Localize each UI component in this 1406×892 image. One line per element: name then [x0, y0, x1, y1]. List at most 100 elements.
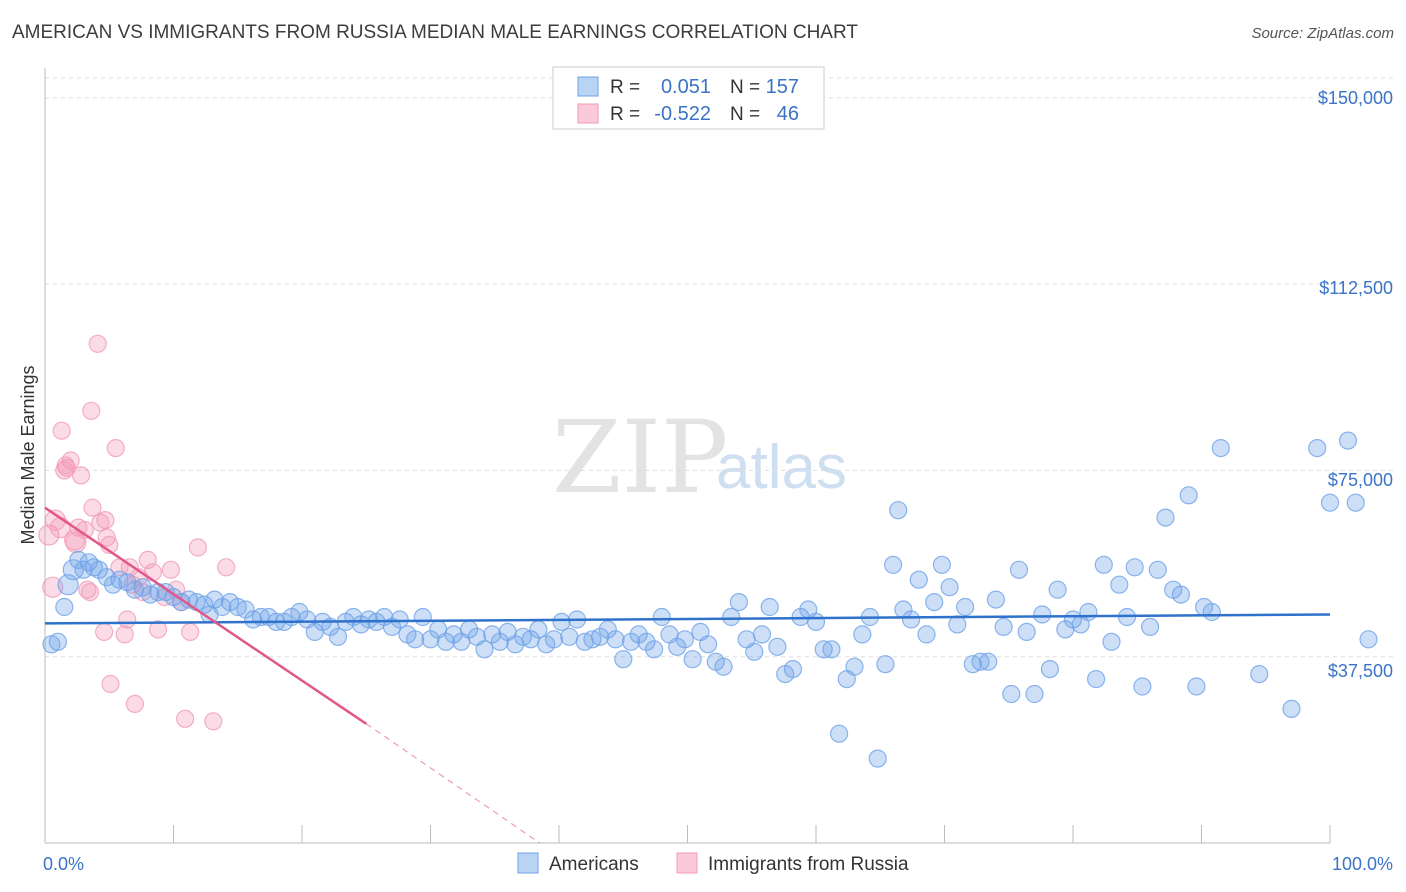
legend-r-label-russia: R =: [610, 104, 640, 125]
americans-point-91: [714, 657, 733, 676]
russia-point-17: [83, 498, 102, 517]
americans-point-48: [382, 617, 402, 637]
americans-point-25: [205, 590, 224, 609]
americans-point-78: [614, 650, 633, 669]
trend-line-russia-extension: [365, 723, 541, 844]
americans-point-75: [590, 627, 610, 646]
americans-point-62: [490, 632, 509, 651]
americans-point-112: [876, 655, 895, 674]
y-tick-label-75000: $75,000: [1328, 470, 1393, 490]
americans-point-76: [598, 620, 617, 639]
russia-point-38: [161, 560, 180, 579]
legend-n-value-americans: 157: [766, 76, 799, 98]
americans-point-143: [1110, 575, 1129, 594]
americans-point-139: [1079, 602, 1098, 622]
americans-point-71: [560, 627, 579, 646]
americans-point-67: [529, 620, 548, 639]
americans-point-163: [1359, 630, 1378, 649]
americans-point-126: [979, 652, 998, 671]
russia-point-8: [61, 451, 80, 470]
americans-point-53: [421, 630, 440, 649]
trend-line-russia: [44, 506, 367, 725]
americans-point-141: [1094, 555, 1113, 574]
legend-n-label-russia: N =: [730, 104, 760, 125]
americans-point-122: [948, 615, 967, 634]
legend-r-value-americans: 0.051: [661, 76, 711, 98]
americans-point-152: [1179, 486, 1198, 505]
americans-point-85: [668, 637, 687, 656]
chart-source: Source: ZipAtlas.com: [1251, 25, 1394, 42]
americans-point-125: [971, 652, 990, 671]
russia-point-22: [97, 528, 116, 547]
bottom-legend-label-americans: Americans: [549, 854, 639, 875]
bottom-legend-swatch-russia: [676, 852, 698, 874]
americans-point-140: [1086, 669, 1106, 689]
americans-point-162: [1346, 493, 1365, 512]
americans-point-153: [1187, 677, 1206, 696]
y-tick-label-150000: $150,000: [1318, 88, 1393, 108]
russia-point-18: [88, 334, 107, 353]
americans-point-133: [1033, 605, 1052, 624]
russia-point-4: [52, 421, 71, 440]
axes: [44, 68, 1331, 844]
russia-point-25: [106, 439, 125, 458]
americans-point-69: [544, 630, 564, 649]
americans-point-87: [683, 650, 702, 669]
americans-point-79: [621, 632, 641, 651]
americans-point-77: [606, 630, 625, 649]
americans-point-130: [1009, 560, 1029, 579]
gridlines: [45, 77, 1395, 658]
americans-point-83: [652, 607, 671, 627]
russia-point-35: [143, 563, 162, 582]
russia-point-27: [115, 625, 134, 644]
x-tick-label-max: 100.0%: [1332, 854, 1393, 874]
americans-point-60: [475, 640, 494, 659]
americans-point-100: [783, 659, 803, 679]
americans-point-9: [89, 560, 109, 579]
americans-point-145: [1125, 558, 1144, 577]
legend-swatch-americans: [577, 76, 599, 97]
americans-point-95: [745, 642, 764, 661]
americans-point-108: [845, 657, 864, 676]
y-tick-label-112500: $112,500: [1319, 278, 1393, 298]
americans-point-106: [829, 724, 849, 743]
russia-point-15: [80, 582, 100, 602]
americans-point-89: [698, 635, 718, 654]
americans-point-132: [1025, 684, 1044, 704]
legend-r-label-americans: R =: [610, 77, 640, 98]
americans-point-70: [552, 612, 571, 632]
americans-point-123: [955, 597, 975, 617]
americans-point-134: [1040, 659, 1060, 679]
americans-point-97: [760, 597, 779, 617]
americans-point-160: [1320, 493, 1340, 512]
americans-point-147: [1140, 617, 1160, 637]
americans-point-148: [1148, 560, 1167, 579]
russia-point-36: [149, 620, 168, 639]
legend-swatch-russia: [577, 103, 599, 124]
russia-point-14: [78, 580, 97, 599]
americans-point-103: [806, 612, 826, 632]
watermark-atlas: atlas: [716, 433, 847, 502]
americans-point-119: [925, 592, 944, 612]
legend-n-label-americans: N =: [730, 77, 760, 98]
russia-point-24: [101, 674, 120, 694]
watermark-zip: ZIP: [552, 399, 728, 516]
russia-point-45: [217, 558, 236, 577]
americans-point-109: [853, 625, 872, 644]
trend-line-americans: [44, 613, 1331, 625]
americans-point-29: [236, 600, 255, 619]
americans-point-128: [994, 617, 1013, 637]
americans-point-121: [940, 578, 959, 597]
americans-point-104: [814, 640, 833, 659]
americans-point-149: [1156, 508, 1175, 527]
americans-point-93: [729, 592, 749, 612]
americans-point-142: [1102, 632, 1121, 651]
americans-point-129: [1002, 684, 1021, 704]
y-tick-labels: $37,500 $75,000 $112,500 $150,000: [1318, 88, 1393, 681]
americans-point-52: [413, 607, 432, 627]
americans-point-117: [909, 570, 928, 589]
x-tick-label-min: 0.0%: [43, 854, 84, 874]
russia-point-41: [176, 709, 195, 728]
americans-point-151: [1171, 585, 1191, 604]
